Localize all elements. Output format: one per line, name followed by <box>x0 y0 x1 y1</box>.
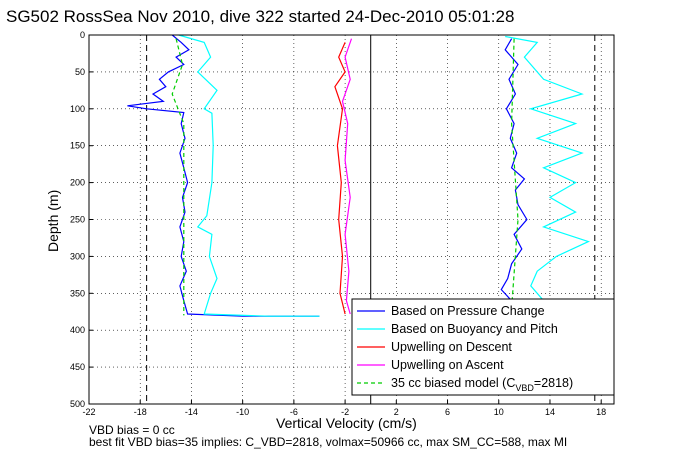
y-axis-ticks: 0 50 100 150 200 250 300 350 400 450 500 <box>70 30 93 409</box>
legend-label: Based on Buoyancy and Pitch <box>391 322 558 336</box>
series-line-descent <box>127 34 320 317</box>
series-group <box>127 34 591 317</box>
x-tick-label: -6 <box>290 407 298 417</box>
x-axis-label: Vertical Velocity (cm/s) <box>276 415 417 431</box>
footnote-best-fit: best fit VBD bias=35 implies: C_VBD=2818… <box>89 435 567 449</box>
legend-label: Upwelling on Ascent <box>391 358 504 372</box>
x-tick-label: 14 <box>545 407 555 417</box>
x-tick-label: -18 <box>134 407 147 417</box>
x-tick-label: 18 <box>596 407 606 417</box>
series-line-ascent <box>510 38 519 309</box>
series-line-ascent <box>500 38 528 309</box>
series-line-ascent <box>505 35 591 309</box>
x-tick-label: 6 <box>445 407 450 417</box>
legend: Based on Pressure Change Based on Buoyanc… <box>351 298 615 396</box>
y-tick-label: 50 <box>75 67 85 77</box>
x-tick-label: 2 <box>394 407 399 417</box>
x-axis-ticks: -22 -18 -14 -10 -6 -2 2 6 10 14 18 <box>82 400 606 417</box>
footnote-vbd-bias: VBD bias = 0 cc <box>89 423 175 437</box>
x-tick-label: 10 <box>494 407 504 417</box>
y-tick-label: 300 <box>70 251 85 261</box>
x-tick-label: -2 <box>341 407 349 417</box>
y-tick-label: 450 <box>70 362 85 372</box>
series-line-descent <box>178 34 320 317</box>
x-tick-label: -22 <box>82 407 95 417</box>
series-line-descent <box>171 38 185 316</box>
y-tick-label: 150 <box>70 141 85 151</box>
legend-label: Upwelling on Descent <box>391 340 512 354</box>
y-tick-label: 0 <box>80 30 85 40</box>
y-tick-label: 200 <box>70 178 85 188</box>
y-tick-label: 400 <box>70 325 85 335</box>
x-tick-label: -14 <box>185 407 198 417</box>
legend-box <box>351 298 615 396</box>
chart-title: SG502 RossSea Nov 2010, dive 322 started… <box>6 7 514 26</box>
series-line-ascent <box>341 38 353 315</box>
y-tick-label: 250 <box>70 215 85 225</box>
x-tick-label: -10 <box>236 407 249 417</box>
y-tick-label: 350 <box>70 288 85 298</box>
legend-label: Based on Pressure Change <box>391 304 545 318</box>
y-tick-label: 100 <box>70 104 85 114</box>
y-axis-label: Depth (m) <box>45 190 61 252</box>
y-tick-label: 500 <box>70 399 85 409</box>
series-line-descent <box>334 42 346 315</box>
